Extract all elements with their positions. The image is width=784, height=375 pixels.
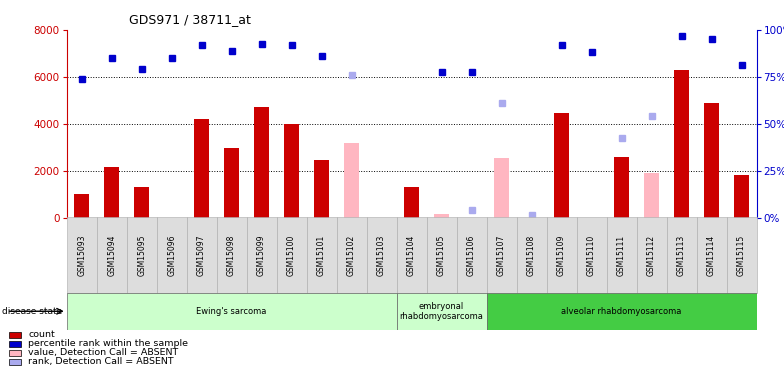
Bar — [96, 217, 127, 292]
Bar — [644, 173, 659, 217]
Bar — [517, 217, 546, 292]
Bar — [494, 158, 509, 218]
Text: GSM15098: GSM15098 — [227, 234, 236, 276]
Bar — [696, 217, 727, 292]
Bar — [554, 113, 569, 218]
Text: GSM15110: GSM15110 — [587, 234, 596, 276]
Text: GSM15107: GSM15107 — [497, 234, 506, 276]
Bar — [576, 217, 607, 292]
Text: GSM15115: GSM15115 — [737, 234, 746, 276]
Bar — [307, 217, 336, 292]
Bar — [727, 217, 757, 292]
Text: GSM15113: GSM15113 — [677, 234, 686, 276]
Bar — [666, 217, 696, 292]
Text: GSM15106: GSM15106 — [467, 234, 476, 276]
Text: GSM15104: GSM15104 — [407, 234, 416, 276]
Text: GSM15095: GSM15095 — [137, 234, 146, 276]
Bar — [456, 217, 487, 292]
Bar — [734, 176, 749, 217]
Bar — [674, 70, 689, 217]
Bar — [9, 341, 21, 347]
Bar — [194, 119, 209, 218]
Text: GSM15094: GSM15094 — [107, 234, 116, 276]
Bar — [104, 167, 119, 217]
Bar — [254, 107, 269, 218]
Text: GSM15102: GSM15102 — [347, 234, 356, 276]
Text: GSM15093: GSM15093 — [77, 234, 86, 276]
Text: GSM15114: GSM15114 — [707, 234, 716, 276]
Bar — [607, 217, 637, 292]
Text: GSM15097: GSM15097 — [197, 234, 206, 276]
Text: alveolar rhabdomyosarcoma: alveolar rhabdomyosarcoma — [561, 307, 682, 316]
Bar — [9, 359, 21, 365]
Bar — [637, 217, 666, 292]
Bar — [134, 187, 149, 218]
Text: rank, Detection Call = ABSENT: rank, Detection Call = ABSENT — [28, 357, 174, 366]
Bar — [284, 124, 299, 218]
Bar — [67, 292, 397, 330]
Bar — [434, 214, 449, 217]
Text: embryonal
rhabdomyosarcoma: embryonal rhabdomyosarcoma — [400, 302, 484, 321]
Text: value, Detection Call = ABSENT: value, Detection Call = ABSENT — [28, 348, 179, 357]
Bar — [487, 292, 757, 330]
Bar — [9, 350, 21, 356]
Bar — [397, 217, 426, 292]
Bar — [367, 217, 397, 292]
Bar — [216, 217, 247, 292]
Text: percentile rank within the sample: percentile rank within the sample — [28, 339, 188, 348]
Bar — [224, 148, 239, 217]
Bar — [704, 103, 719, 218]
Bar — [9, 332, 21, 338]
Text: GSM15101: GSM15101 — [317, 234, 326, 276]
Bar — [546, 217, 576, 292]
Text: GSM15100: GSM15100 — [287, 234, 296, 276]
Bar — [187, 217, 216, 292]
Text: GSM15112: GSM15112 — [647, 234, 656, 276]
Text: GSM15103: GSM15103 — [377, 234, 386, 276]
Bar — [277, 217, 307, 292]
Bar — [336, 217, 367, 292]
Bar — [614, 157, 629, 218]
Text: Ewing's sarcoma: Ewing's sarcoma — [197, 307, 267, 316]
Bar — [404, 187, 419, 218]
Bar — [157, 217, 187, 292]
Bar — [127, 217, 157, 292]
Bar — [314, 160, 329, 218]
Bar — [426, 217, 456, 292]
Text: GSM15108: GSM15108 — [527, 234, 536, 276]
Text: GSM15109: GSM15109 — [557, 234, 566, 276]
Bar — [397, 292, 487, 330]
Bar — [247, 217, 277, 292]
Bar — [344, 142, 359, 218]
Bar — [74, 194, 89, 217]
Text: GSM15096: GSM15096 — [167, 234, 176, 276]
Text: GDS971 / 38711_at: GDS971 / 38711_at — [129, 13, 251, 26]
Text: GSM15111: GSM15111 — [617, 234, 626, 276]
Bar — [67, 217, 96, 292]
Bar — [487, 217, 517, 292]
Text: disease state: disease state — [2, 307, 63, 316]
Text: GSM15099: GSM15099 — [257, 234, 266, 276]
Text: GSM15105: GSM15105 — [437, 234, 446, 276]
Text: count: count — [28, 330, 55, 339]
